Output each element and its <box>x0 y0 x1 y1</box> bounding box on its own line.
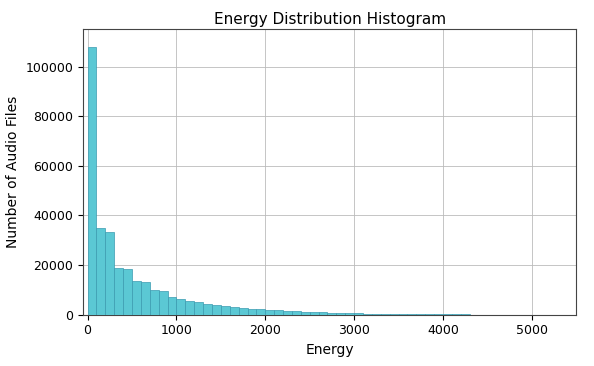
Bar <box>248 309 257 315</box>
Bar <box>150 290 159 315</box>
Bar <box>292 311 301 315</box>
X-axis label: Energy: Energy <box>305 343 354 357</box>
Bar <box>168 298 176 315</box>
Bar <box>336 313 345 315</box>
Bar <box>221 306 230 315</box>
Bar <box>212 305 221 315</box>
Bar <box>194 302 203 315</box>
Bar <box>123 269 132 315</box>
Bar <box>309 312 318 315</box>
Bar <box>257 309 266 315</box>
Bar <box>141 283 150 315</box>
Bar <box>176 299 185 315</box>
Bar <box>345 313 354 315</box>
Bar <box>203 303 212 315</box>
Bar <box>185 301 194 315</box>
Bar <box>425 314 434 315</box>
Bar <box>87 46 96 315</box>
Bar <box>354 313 363 315</box>
Bar <box>114 268 123 315</box>
Title: Energy Distribution Histogram: Energy Distribution Histogram <box>214 12 446 27</box>
Bar <box>390 314 399 315</box>
Bar <box>159 291 168 315</box>
Bar <box>363 314 372 315</box>
Bar <box>372 314 381 315</box>
Bar <box>96 228 105 315</box>
Bar <box>407 314 416 315</box>
Bar <box>230 307 239 315</box>
Y-axis label: Number of Audio Files: Number of Audio Files <box>6 96 20 248</box>
Bar <box>318 313 327 315</box>
Bar <box>416 314 425 315</box>
Bar <box>266 310 274 315</box>
Bar <box>434 314 443 315</box>
Bar <box>239 308 248 315</box>
Bar <box>399 314 407 315</box>
Bar <box>274 310 283 315</box>
Bar <box>105 232 114 315</box>
Bar <box>301 312 309 315</box>
Bar <box>132 281 141 315</box>
Bar <box>283 311 292 315</box>
Bar <box>327 313 336 315</box>
Bar <box>381 314 390 315</box>
